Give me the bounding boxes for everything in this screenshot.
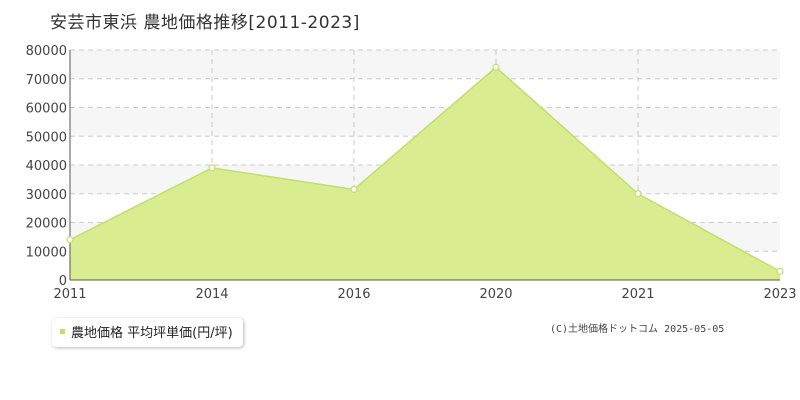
y-tick-label: 0 [59,274,67,289]
legend-swatch [60,329,65,334]
y-tick-label: 40000 [26,159,67,174]
y-tick-label: 30000 [26,188,67,203]
y-tick-label: 70000 [26,73,67,88]
grid-band [70,50,780,79]
y-tick-label: 20000 [26,217,67,232]
legend: 農地価格 平均坪単価(円/坪) [52,318,243,347]
data-point [634,190,642,198]
x-tick-label: 2011 [53,287,86,302]
y-tick-label: 50000 [26,130,67,145]
y-tick-label: 60000 [26,102,67,117]
x-tick-label: 2016 [337,287,370,302]
credit-text: (C)土地価格ドットコム 2025-05-05 [550,324,725,335]
x-tick-label: 2020 [479,287,512,302]
x-tick-labels: 2011 2014 2016 2020 2021 2023 [53,287,796,302]
y-tick-label: 80000 [26,44,67,59]
chart-title: 安芸市東浜 農地価格推移[2011-2023] [50,13,360,33]
data-point [776,267,784,275]
data-points [66,63,784,275]
x-tick-label: 2023 [763,287,796,302]
x-tick-label: 2014 [195,287,228,302]
data-point [66,236,74,244]
data-point [208,164,216,172]
data-point [492,63,500,71]
y-tick-labels: 0 10000 20000 30000 40000 50000 60000 70000 8000… [26,44,67,289]
area-layer [69,66,781,280]
series-area [70,67,780,280]
x-tick-label: 2021 [621,287,654,302]
legend-label: 農地価格 平均坪単価(円/坪) [71,326,233,341]
y-tick-label: 10000 [26,245,67,260]
data-point [350,185,358,194]
series-line [69,66,781,273]
